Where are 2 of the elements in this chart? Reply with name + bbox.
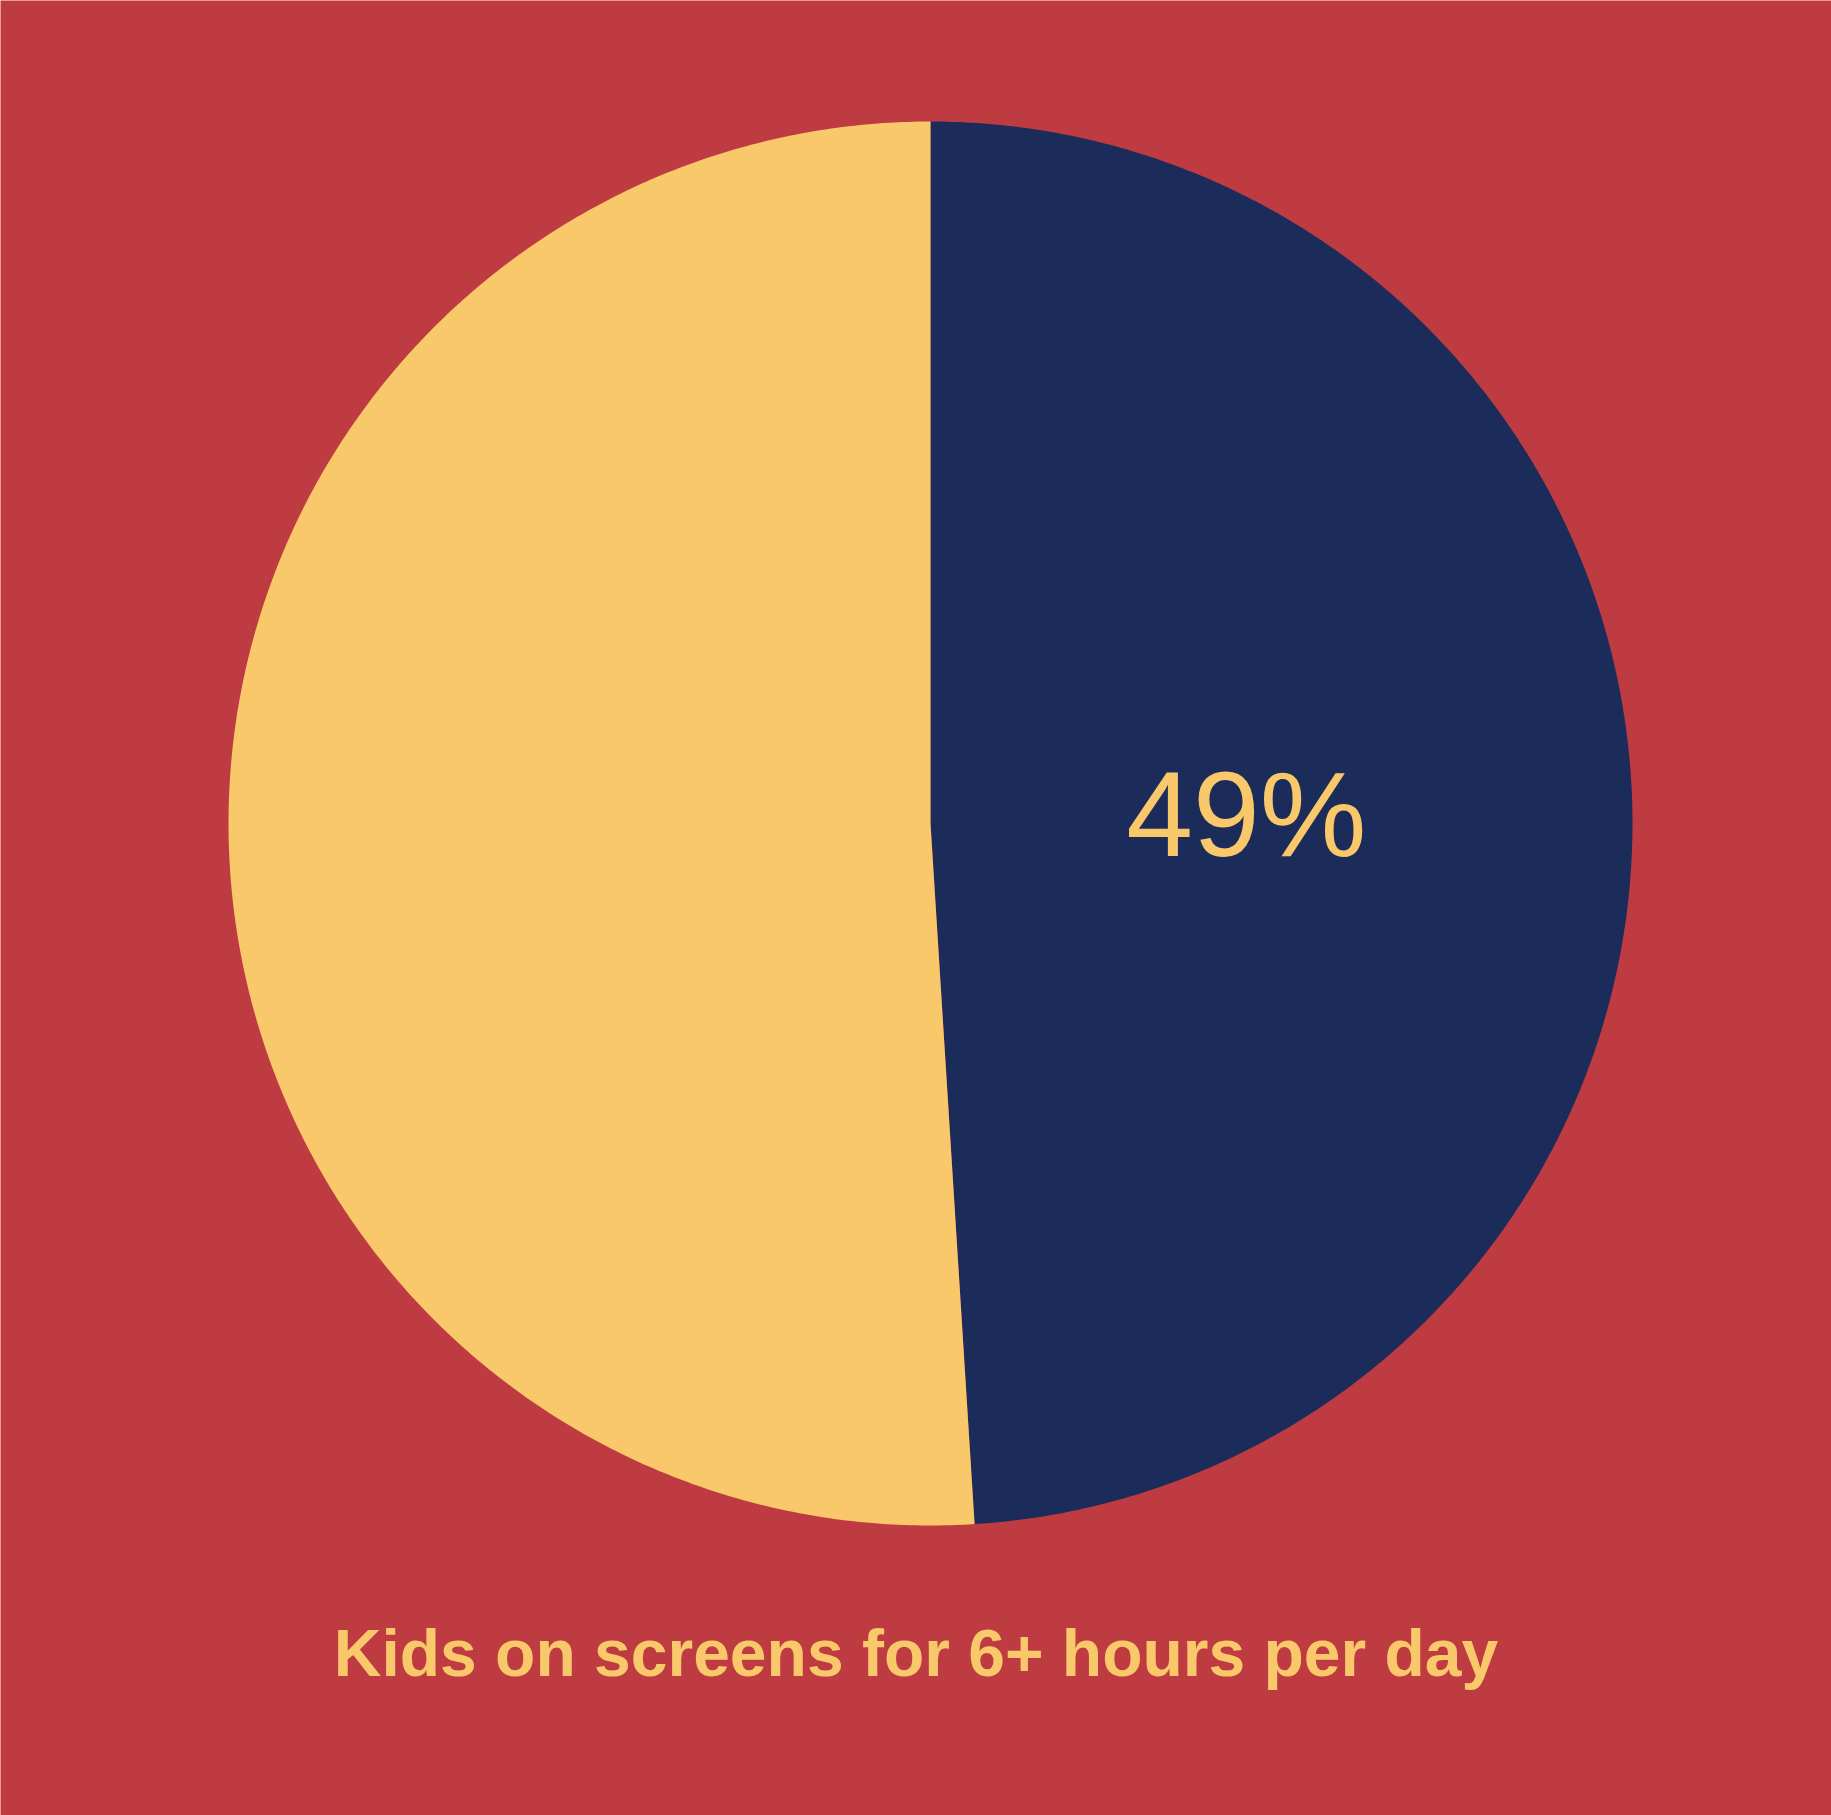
text: Kids on screens for 6+ hours per day [333, 1615, 1499, 1690]
data-label: 49% [1126, 746, 1367, 881]
